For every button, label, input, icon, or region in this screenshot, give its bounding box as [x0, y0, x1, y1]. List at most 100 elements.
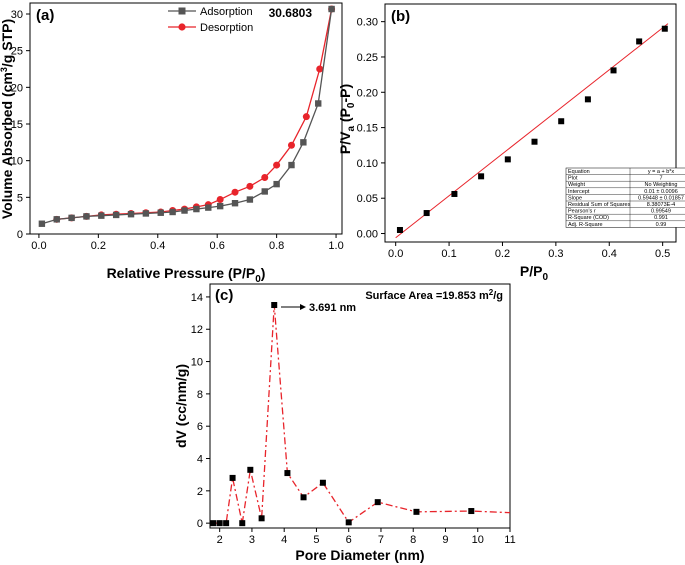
panel-a-ytick-label: 30 [11, 9, 23, 21]
desorption-line [56, 8, 333, 220]
panel-b-ytick-label: 0.00 [357, 229, 378, 241]
fit-table-key: Intercept [568, 189, 590, 195]
panel-b-frame [384, 3, 677, 243]
panel-c-ytick-label: 6 [197, 421, 203, 433]
fit-table-value: y = a + b*x [648, 169, 675, 175]
adsorption-point [246, 196, 254, 203]
panel-c-xtick-label: 3 [249, 534, 255, 546]
panel-a: 0.0 0.2 0.4 0.6 0.8 1.0 0 5 10 15 20 25 30 (a) 30.68… [0, 2, 344, 285]
pore-point [216, 520, 223, 527]
adsorption-point [205, 204, 212, 211]
panel-b-xlabel: P/P0 [520, 263, 549, 283]
adsorption-point [83, 213, 90, 220]
pore-point [413, 508, 420, 515]
panel-c-xtick-label: 7 [378, 534, 384, 546]
bet-point [423, 210, 430, 217]
fit-table-key: Slope [568, 195, 582, 201]
adsorption-point [273, 180, 280, 188]
panel-c-xtick-label: 4 [281, 534, 287, 546]
fit-table-value: 8.38073E-4 [647, 202, 675, 208]
panel-b-xtick-label: 0.5 [655, 248, 670, 260]
adsorption-point [231, 200, 239, 207]
pore-point [229, 474, 236, 481]
desorption-point [231, 188, 239, 196]
fit-table-key: Equation [568, 169, 590, 175]
adsorption-point [98, 212, 105, 219]
panel-c-xtick-label: 6 [346, 534, 352, 546]
bet-point [504, 156, 511, 163]
desorption-point [302, 113, 310, 121]
panel-a-xtick-label: 1.0 [328, 240, 343, 252]
panel-c-xtick-label: 10 [472, 534, 484, 546]
legend-desorption-marker [178, 23, 186, 31]
adsorption-line [41, 8, 333, 225]
panel-a-xtick-label: 0.8 [269, 240, 284, 252]
pore-point [284, 470, 291, 477]
adsorption-point [157, 209, 164, 216]
panel-c-xtick-label: 8 [410, 534, 416, 546]
panel-c-xtick-label: 9 [442, 534, 448, 546]
fit-table-value: 0.991 [654, 215, 668, 221]
panel-a-frame [29, 2, 343, 235]
adsorption-point [261, 188, 268, 195]
panel-c-ytick-label: 0 [197, 518, 203, 530]
adsorption-point [53, 216, 60, 223]
bet-point [451, 190, 458, 197]
panel-c-xlabel: Pore Diameter (nm) [295, 547, 424, 563]
panel-c-ytick-label: 8 [197, 389, 203, 401]
panel-b-xtick-label: 0.4 [602, 248, 617, 260]
desorption-point [261, 174, 269, 182]
panel-c-xtick-label: 11 [504, 534, 515, 546]
desorption-point [216, 196, 224, 204]
pore-point [300, 494, 307, 501]
bet-point [558, 118, 565, 125]
panel-b-ytick-label: 0.15 [357, 123, 378, 135]
fit-table-value: 0.59448 ± 0.01857 [638, 195, 684, 201]
bet-point [396, 226, 403, 233]
panel-b-ytick-label: 0.05 [357, 193, 378, 205]
bet-point [584, 96, 591, 103]
panel-c-xtick-label: 2 [217, 534, 223, 546]
adsorption-point [181, 207, 188, 214]
panel-a-xtick-label: 0.4 [150, 240, 165, 252]
fit-table-value: 0.01 ± 0.0096 [644, 189, 678, 195]
panel-c-ytick-label: 4 [197, 454, 203, 466]
adsorption-point [288, 161, 295, 169]
panel-c-xtick-label: 5 [313, 534, 319, 546]
panel-b-ytick-label: 0.20 [357, 87, 378, 99]
fit-table-value: 0.99549 [651, 209, 671, 215]
fit-table-value: 7 [659, 176, 662, 182]
legend-adsorption-marker [178, 7, 186, 15]
fit-table-value: No Weighting [645, 182, 678, 188]
pore-point [223, 520, 230, 527]
adsorption-point [38, 220, 46, 227]
pore-point [210, 520, 217, 527]
panel-b-ytick-label: 0.25 [357, 52, 378, 64]
fit-table-key: Residual Sum of Squares [568, 202, 631, 208]
panel-a-ytick-label: 20 [11, 82, 23, 94]
adsorption-point [169, 208, 176, 216]
panel-c: 2 3 4 5 6 7 8 9 10 11 0 2 4 6 8 10 12 14 (c) Surface Area… [173, 283, 516, 563]
panel-b-label: (b) [391, 8, 410, 25]
fit-table-value: 0.99 [656, 222, 667, 228]
pore-point [239, 520, 246, 527]
adsorption-point [68, 214, 75, 222]
panel-b-ytick-label: 0.30 [357, 17, 378, 29]
bet-point [661, 25, 668, 32]
bet-point [531, 138, 538, 145]
panel-b-xtick-label: 0.1 [441, 248, 456, 260]
desorption-point [316, 65, 324, 73]
desorption-point [273, 161, 281, 169]
fit-table-key: R-Square (COD) [568, 215, 609, 221]
adsorption-point [300, 139, 307, 146]
pore-point [468, 508, 475, 515]
legend-a: Adsorption Desorption [168, 6, 253, 34]
panel-c-frame [209, 283, 511, 529]
panel-b-xtick-label: 0.2 [495, 248, 510, 260]
panel-b: 0.0 0.1 0.2 0.3 0.4 0.5 0.00 0.05 0.10 0.15 0.20 0.… [337, 3, 685, 283]
panel-b-xtick-label: 0.3 [548, 248, 563, 260]
fit-table-key: Weight [568, 182, 585, 188]
fit-table-key: Plot [568, 176, 578, 182]
panel-a-xtick-label: 0.2 [91, 240, 106, 252]
